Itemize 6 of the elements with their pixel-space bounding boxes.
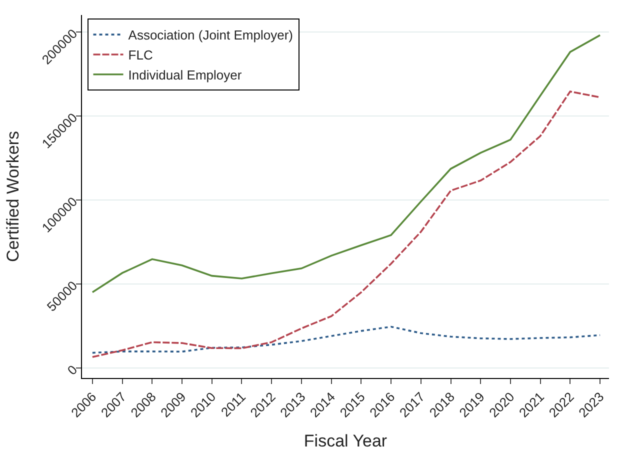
y-axis-title: Certified Workers [3, 131, 22, 262]
legend-label: Individual Employer [128, 67, 242, 82]
legend-label: FLC [128, 48, 153, 63]
legend-label: Association (Joint Employer) [128, 28, 294, 43]
x-axis-title: Fiscal Year [304, 432, 388, 451]
y-tick-label: 0 [64, 362, 80, 378]
